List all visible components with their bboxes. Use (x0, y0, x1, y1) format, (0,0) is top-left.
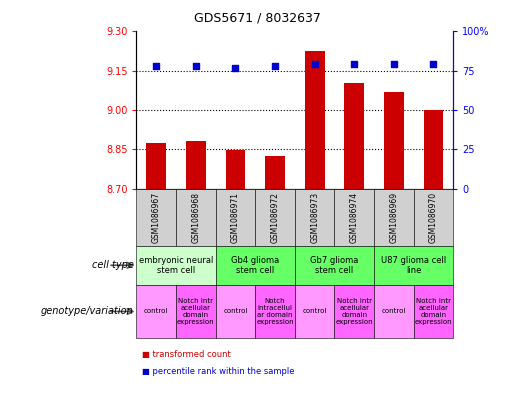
Text: embryonic neural
stem cell: embryonic neural stem cell (139, 255, 213, 275)
Text: cell type: cell type (92, 260, 134, 270)
Text: U87 glioma cell
line: U87 glioma cell line (381, 255, 446, 275)
Text: control: control (382, 309, 406, 314)
Bar (265, 156, 285, 189)
Text: Notch
intracellul
ar domain
expression: Notch intracellul ar domain expression (256, 298, 294, 325)
Text: genotype/variation: genotype/variation (41, 307, 134, 316)
Point (350, 61, 358, 68)
Point (311, 61, 319, 68)
Text: GSM1086974: GSM1086974 (350, 191, 359, 243)
Text: GSM1086967: GSM1086967 (152, 191, 161, 243)
Point (231, 64, 239, 71)
Point (152, 63, 160, 69)
Point (430, 61, 438, 68)
Text: control: control (302, 309, 327, 314)
Text: GDS5671 / 8032637: GDS5671 / 8032637 (194, 12, 321, 25)
Bar (186, 141, 206, 189)
Point (271, 63, 279, 69)
Text: control: control (224, 309, 248, 314)
Bar (226, 150, 245, 189)
Text: GSM1086968: GSM1086968 (192, 192, 200, 242)
Text: GSM1086972: GSM1086972 (270, 192, 280, 242)
Text: ■ transformed count: ■ transformed count (142, 350, 230, 359)
Text: ■ percentile rank within the sample: ■ percentile rank within the sample (142, 367, 294, 376)
Bar (305, 51, 324, 189)
Text: Gb4 glioma
stem cell: Gb4 glioma stem cell (231, 255, 279, 275)
Bar (345, 83, 364, 189)
Text: control: control (144, 309, 168, 314)
Bar (384, 92, 404, 189)
Text: GSM1086973: GSM1086973 (310, 191, 319, 243)
Text: Notch intr
acellular
domain
expression: Notch intr acellular domain expression (335, 298, 373, 325)
Text: Gb7 glioma
stem cell: Gb7 glioma stem cell (310, 255, 358, 275)
Text: Notch intr
acellular
domain
expression: Notch intr acellular domain expression (177, 298, 215, 325)
Text: Notch intr
acellular
domain
expression: Notch intr acellular domain expression (415, 298, 452, 325)
Point (192, 63, 200, 69)
Bar (423, 110, 443, 189)
Text: GSM1086971: GSM1086971 (231, 192, 240, 242)
Text: GSM1086969: GSM1086969 (389, 191, 398, 243)
Point (390, 61, 398, 68)
Bar (146, 143, 166, 189)
Text: GSM1086970: GSM1086970 (429, 191, 438, 243)
